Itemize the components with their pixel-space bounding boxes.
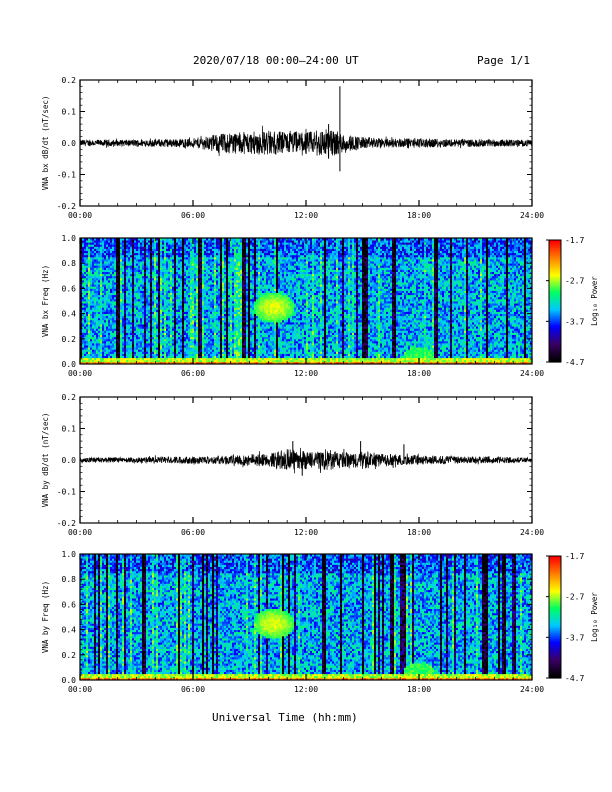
y-tick-label: -0.2	[57, 202, 76, 211]
y-tick-label: 0.0	[62, 139, 77, 148]
x-tick-label: 18:00	[407, 211, 431, 220]
data-trace	[80, 126, 532, 157]
x-tick-label: 00:00	[68, 211, 92, 220]
y-axis-label: VNA bx dB/dt (nT/sec)	[41, 96, 50, 191]
x-tick-label: 12:00	[294, 211, 318, 220]
y-tick-label: 0.1	[62, 108, 77, 117]
y-tick-label: 0.2	[62, 76, 77, 85]
x-tick-label: 06:00	[181, 211, 205, 220]
figure: 00:00 06:00 12:00 18:00 24:00 -0.2 -0.1 0.0 0.1 0…	[0, 0, 612, 792]
x-tick-label: 24:00	[520, 211, 544, 220]
y-tick-label: -0.1	[57, 171, 76, 180]
